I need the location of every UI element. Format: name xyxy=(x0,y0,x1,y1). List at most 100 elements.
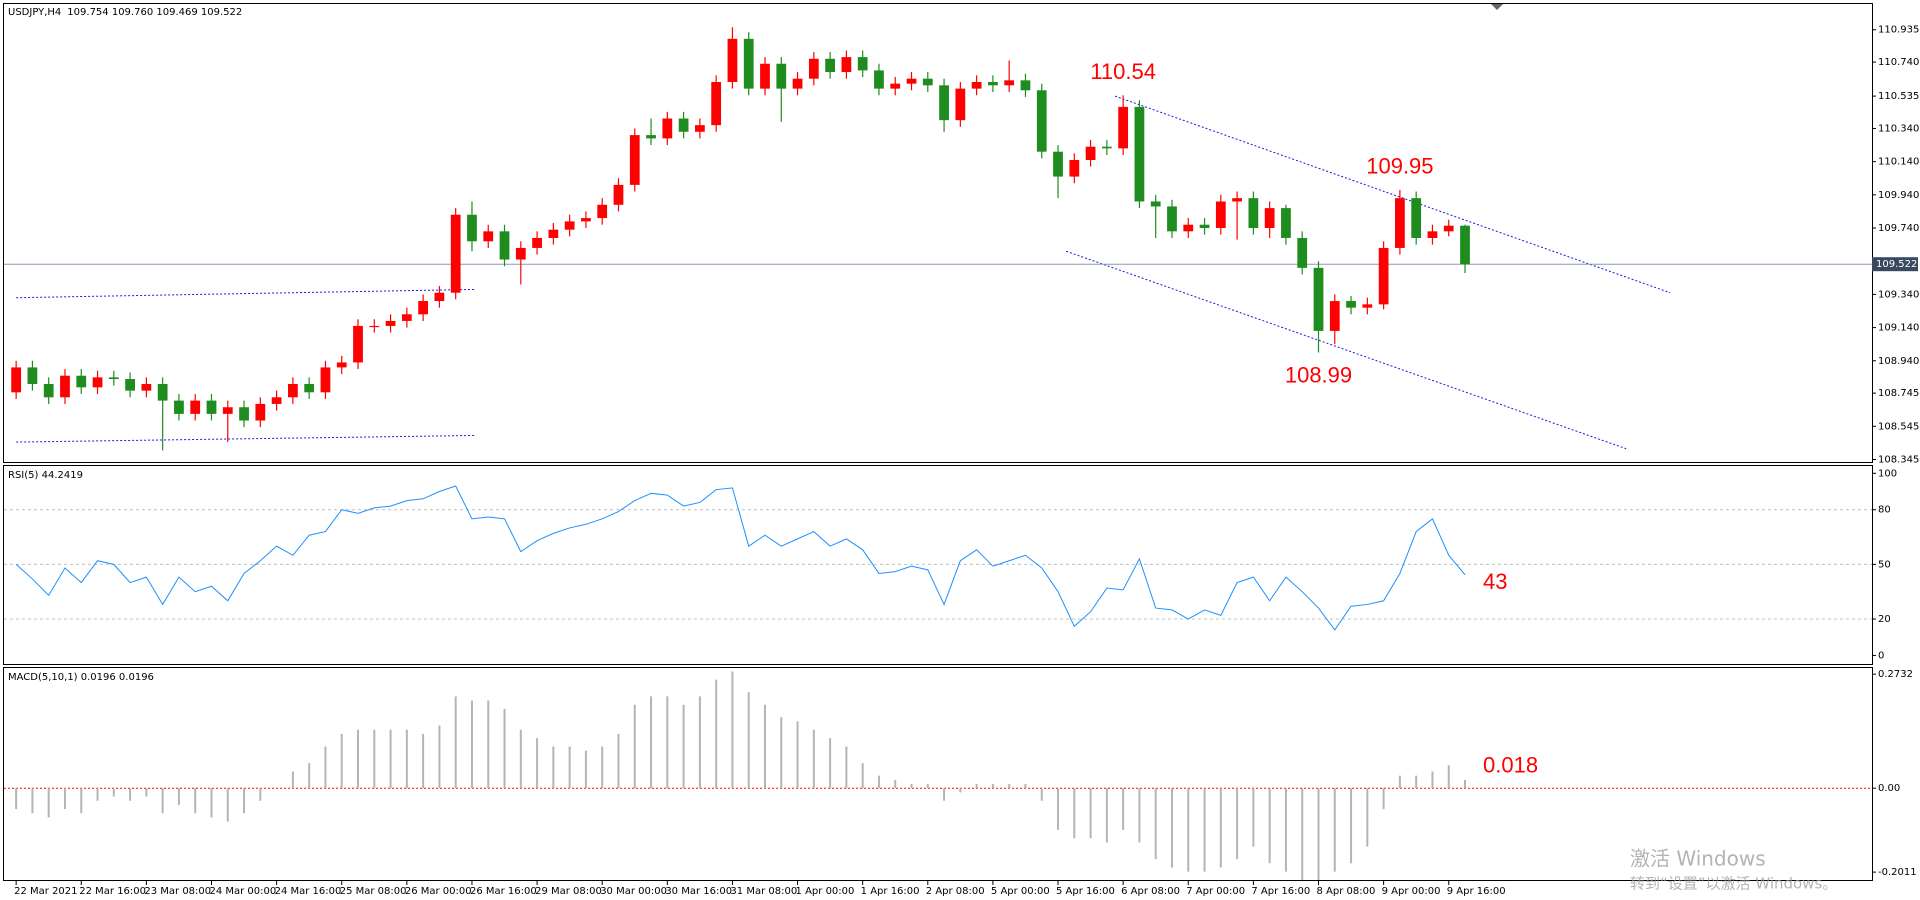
time-label: 7 Apr 00:00 xyxy=(1186,886,1245,897)
candle-body xyxy=(629,135,640,185)
shift-marker xyxy=(1491,4,1503,10)
candle-body xyxy=(1460,225,1470,265)
y-tick-label: 0.2732 xyxy=(1878,669,1913,680)
price-annotation: 108.99 xyxy=(1285,362,1352,387)
candle-body xyxy=(760,63,770,89)
candle-body xyxy=(613,184,624,205)
time-label: 22 Mar 2021 xyxy=(14,886,77,897)
time-label: 30 Mar 16:00 xyxy=(665,886,732,897)
candle-body xyxy=(60,375,70,398)
candle-body xyxy=(857,57,868,71)
candle-body xyxy=(1329,301,1340,331)
candle-body xyxy=(1118,106,1129,149)
candle-body xyxy=(401,314,412,321)
time-label: 5 Apr 16:00 xyxy=(1056,886,1115,897)
time-label: 9 Apr 00:00 xyxy=(1382,886,1441,897)
time-label: 24 Mar 00:00 xyxy=(209,886,276,897)
candle-body xyxy=(1281,208,1291,238)
candle-body xyxy=(906,78,917,84)
y-tick-label: 110.535 xyxy=(1878,91,1919,102)
candle-body xyxy=(1199,224,1210,229)
candle-body xyxy=(385,320,396,326)
candle-body xyxy=(1427,231,1438,238)
y-tick-label: 108.940 xyxy=(1878,356,1919,367)
candle-body xyxy=(1362,304,1373,308)
candle-body xyxy=(92,377,103,388)
y-tick-label: 110.340 xyxy=(1878,123,1919,134)
candle-body xyxy=(971,81,982,89)
candle-body xyxy=(76,375,87,388)
time-label: 22 Mar 16:00 xyxy=(79,886,146,897)
time-label: 26 Mar 00:00 xyxy=(405,886,472,897)
candle-body xyxy=(125,379,135,391)
candle-body xyxy=(418,301,429,315)
time-label: 30 Mar 00:00 xyxy=(600,886,667,897)
candle-body xyxy=(320,367,331,393)
time-label: 5 Apr 00:00 xyxy=(991,886,1050,897)
candle-body xyxy=(955,88,966,121)
y-tick-label: 109.340 xyxy=(1878,289,1919,300)
candle-body xyxy=(255,403,266,421)
symbol-title: USDJPY,H4 xyxy=(8,7,61,18)
time-label: 26 Mar 16:00 xyxy=(470,886,537,897)
candle-body xyxy=(1101,146,1112,149)
trend-line xyxy=(16,434,476,443)
time-label: 9 Apr 16:00 xyxy=(1447,886,1506,897)
candle-body xyxy=(939,85,949,121)
candle-body xyxy=(434,292,445,302)
price-panel-frame xyxy=(3,3,1873,463)
time-label: 1 Apr 16:00 xyxy=(861,886,920,897)
price-annotation: 110.54 xyxy=(1090,59,1156,84)
candle-body xyxy=(1395,198,1405,248)
candle-body xyxy=(792,78,803,89)
y-tick-label: 108.345 xyxy=(1878,455,1919,466)
time-label: 29 Mar 08:00 xyxy=(535,886,602,897)
candle-body xyxy=(1215,201,1226,229)
time-label: 7 Apr 16:00 xyxy=(1251,886,1310,897)
candle-body xyxy=(288,384,298,398)
y-tick-label: 50 xyxy=(1878,559,1891,570)
candle-body xyxy=(662,118,673,139)
trend-line xyxy=(16,288,476,299)
candle-body xyxy=(483,231,494,242)
candle-body xyxy=(1378,247,1389,305)
time-label: 25 Mar 08:00 xyxy=(340,886,407,897)
candle-body xyxy=(1036,90,1047,152)
candle-body xyxy=(108,377,119,380)
candle-body xyxy=(239,407,249,421)
watermark-subtitle: 转到“设置”以激活 Windows。 xyxy=(1630,875,1837,893)
candle-body xyxy=(564,221,575,230)
candle-body xyxy=(581,218,591,222)
candle-body xyxy=(43,384,54,398)
y-tick-label: 109.940 xyxy=(1878,190,1919,201)
y-tick-label: 110.740 xyxy=(1878,57,1919,68)
candle-body xyxy=(1411,198,1422,238)
y-tick-label: 110.140 xyxy=(1878,157,1919,168)
price-label-box xyxy=(1872,257,1918,272)
rsi-line xyxy=(15,485,1466,631)
y-tick-label: -0.2011 xyxy=(1878,867,1917,878)
macd-panel-frame xyxy=(3,667,1873,881)
candle-body xyxy=(1085,146,1096,160)
candle-body xyxy=(336,362,347,368)
time-label: 6 Apr 08:00 xyxy=(1121,886,1180,897)
candle-body xyxy=(825,58,835,73)
candle-body xyxy=(369,325,380,328)
candle-body xyxy=(1232,198,1242,202)
candle-body xyxy=(450,214,461,293)
candle-body xyxy=(1020,80,1031,91)
panel-title: RSI(5) 44.2419 xyxy=(8,470,83,481)
candle-body xyxy=(174,400,184,414)
candle-body xyxy=(1004,80,1015,86)
watermark-title: 激活 Windows xyxy=(1630,847,1766,871)
macd-annotation: 0.018 xyxy=(1483,752,1538,777)
quote: 109.754 109.760 109.469 109.522 xyxy=(67,7,242,18)
candle-body xyxy=(808,58,819,79)
y-tick-label: 109.740 xyxy=(1878,223,1919,234)
y-tick-label: 80 xyxy=(1878,505,1891,516)
time-label: 23 Mar 08:00 xyxy=(144,886,211,897)
y-tick-label: 100 xyxy=(1878,468,1897,479)
candle-body xyxy=(874,70,884,89)
